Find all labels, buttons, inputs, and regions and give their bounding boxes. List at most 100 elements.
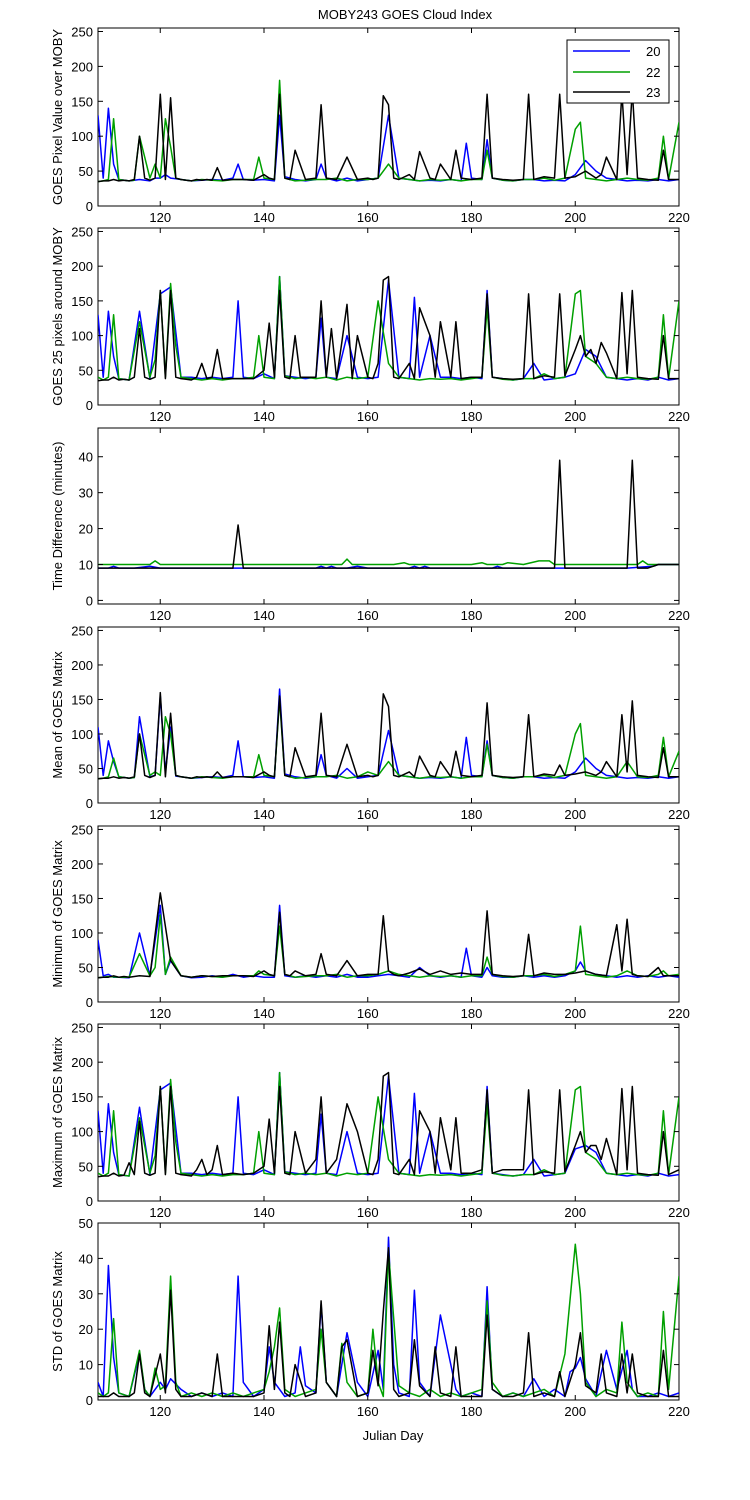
y-tick-label: 100: [71, 926, 93, 941]
y-axis-label: Maximum of GOES Matrix: [50, 1037, 65, 1188]
plot-area: [97, 427, 680, 605]
plot-area: [97, 825, 680, 1003]
series-line-22: [98, 698, 679, 780]
x-tick-label: 220: [668, 1006, 690, 1021]
series-line-23: [98, 1247, 679, 1398]
y-tick-label: 150: [71, 1090, 93, 1105]
y-tick-label: 200: [71, 857, 93, 872]
y-tick-label: 40: [79, 450, 93, 465]
legend-label-22: 22: [646, 65, 660, 80]
y-tick-label: 0: [86, 593, 93, 608]
y-tick-label: 250: [71, 822, 93, 837]
x-tick-label: 220: [668, 807, 690, 822]
x-tick-label: 160: [357, 1006, 379, 1021]
y-axis-label: Time Difference (minutes): [50, 442, 65, 591]
y-tick-label: 200: [71, 1055, 93, 1070]
y-axis-label: Mean of GOES Matrix: [50, 651, 65, 779]
x-tick-label: 160: [357, 409, 379, 424]
y-tick-label: 20: [79, 522, 93, 537]
x-tick-label: 120: [149, 807, 171, 822]
x-tick-label: 120: [149, 1205, 171, 1220]
series-line-23: [98, 459, 679, 569]
x-tick-label: 220: [668, 1205, 690, 1220]
x-tick-label: 140: [253, 1205, 275, 1220]
x-tick-label: 180: [461, 807, 483, 822]
y-axis-label: STD of GOES Matrix: [50, 1251, 65, 1372]
y-axis-label: GOES Pixel Value over MOBY: [50, 29, 65, 205]
y-tick-label: 250: [71, 1020, 93, 1035]
x-tick-label: 200: [564, 210, 586, 225]
series-line-23: [98, 1071, 679, 1178]
y-tick-label: 50: [79, 960, 93, 975]
legend-label-23: 23: [646, 85, 660, 100]
y-tick-label: 150: [71, 94, 93, 109]
x-tick-label: 120: [149, 210, 171, 225]
y-tick-label: 50: [79, 164, 93, 179]
legend: 20 22 23: [566, 39, 670, 104]
y-tick-label: 250: [71, 623, 93, 638]
series-group: [98, 1236, 679, 1398]
y-tick-label: 200: [71, 658, 93, 673]
panel-2: 120 140 160 180 200 220 0 50 100 150 200 250 GOES 25…: [50, 224, 690, 424]
panel-6: 120 140 160 180 200 220 0 50 100 150 200 250 Maximum…: [50, 1020, 690, 1220]
y-tick-label: 200: [71, 259, 93, 274]
x-tick-label: 140: [253, 1404, 275, 1419]
x-tick-label: 180: [461, 1205, 483, 1220]
y-tick-label: 50: [79, 363, 93, 378]
x-tick-label: 140: [253, 210, 275, 225]
x-tick-label: 140: [253, 807, 275, 822]
x-tick-label: 200: [564, 1205, 586, 1220]
y-tick-label: 30: [79, 486, 93, 501]
x-tick-label: 180: [461, 210, 483, 225]
x-tick-label: 160: [357, 608, 379, 623]
y-tick-label: 20: [79, 1322, 93, 1337]
y-tick-label: 0: [86, 1194, 93, 1209]
y-tick-label: 40: [79, 1251, 93, 1266]
series-line-23: [98, 892, 679, 979]
x-tick-label: 140: [253, 1006, 275, 1021]
legend-label-20: 20: [646, 44, 660, 59]
x-tick-label: 140: [253, 409, 275, 424]
x-tick-label: 120: [149, 1006, 171, 1021]
x-tick-label: 200: [564, 1006, 586, 1021]
series-group: [98, 892, 679, 979]
y-tick-label: 0: [86, 1393, 93, 1408]
y-tick-label: 50: [79, 1216, 93, 1231]
y-tick-label: 150: [71, 294, 93, 309]
y-axis-label: GOES 25 pixels around MOBY: [50, 227, 65, 406]
x-tick-label: 120: [149, 1404, 171, 1419]
series-group: [98, 688, 679, 780]
x-tick-label: 220: [668, 210, 690, 225]
y-tick-label: 50: [79, 1159, 93, 1174]
x-tick-label: 180: [461, 409, 483, 424]
x-tick-label: 220: [668, 409, 690, 424]
x-axis-label: Julian Day: [363, 1428, 424, 1443]
x-tick-label: 120: [149, 409, 171, 424]
series-line-23: [98, 275, 679, 382]
series-group: [98, 275, 679, 382]
y-tick-label: 100: [71, 129, 93, 144]
y-tick-label: 150: [71, 891, 93, 906]
panel-3: 120 140 160 180 200 220 0 10 20 30 40 Time Differen…: [50, 427, 690, 623]
x-tick-label: 180: [461, 1006, 483, 1021]
series-group: [98, 79, 679, 183]
x-tick-label: 120: [149, 608, 171, 623]
x-tick-label: 220: [668, 608, 690, 623]
x-tick-label: 200: [564, 807, 586, 822]
x-tick-label: 140: [253, 608, 275, 623]
y-tick-label: 150: [71, 692, 93, 707]
y-tick-label: 100: [71, 1125, 93, 1140]
x-tick-label: 160: [357, 807, 379, 822]
y-tick-label: 100: [71, 727, 93, 742]
x-tick-label: 200: [564, 409, 586, 424]
x-tick-label: 160: [357, 1205, 379, 1220]
y-tick-label: 250: [71, 24, 93, 39]
y-tick-label: 0: [86, 398, 93, 413]
series-group: [98, 459, 679, 569]
series-line-22: [98, 558, 679, 566]
x-tick-label: 160: [357, 210, 379, 225]
panel-5: 120 140 160 180 200 220 0 50 100 150 200 250 Minimum…: [50, 822, 690, 1021]
panel-7: 120 140 160 180 200 220 0 10 20 30 40 50 STD of GOES…: [50, 1216, 690, 1419]
y-tick-label: 0: [86, 995, 93, 1010]
